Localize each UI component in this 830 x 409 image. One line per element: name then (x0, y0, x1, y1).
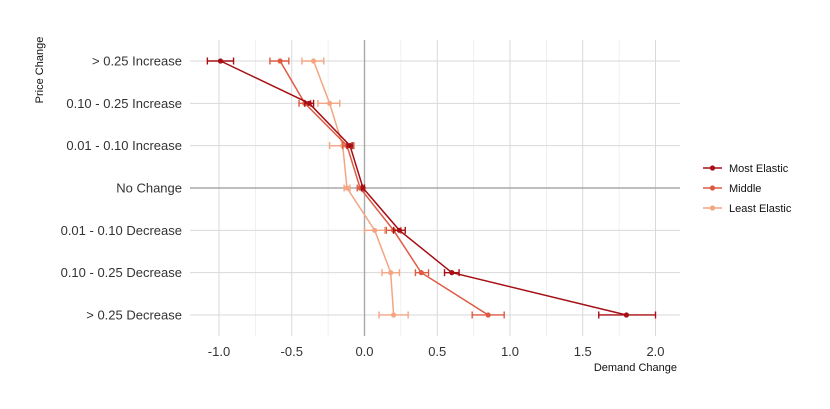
y-axis-title: Price Change (34, 37, 46, 104)
legend: Most Elastic Middle Least Elastic (703, 163, 792, 215)
y-tick-label: 0.10 - 0.25 Increase (66, 96, 182, 111)
data-point (391, 312, 397, 318)
axis-labels: -1.0 -0.5 0.0 0.5 1.0 1.5 2.0 > 0.25 Increase 0.… (61, 54, 665, 360)
data-point (310, 58, 317, 64)
series-layer (206, 57, 657, 319)
x-tick-label: 1.5 (574, 344, 592, 359)
x-tick-label: 0.5 (428, 344, 446, 359)
x-axis-title: Demand Change (594, 362, 677, 374)
y-tick-label: > 0.25 Decrease (86, 307, 182, 322)
series-least-elastic (301, 57, 409, 319)
series-most-elastic (206, 57, 657, 319)
data-point (388, 270, 394, 276)
x-tick-label: -0.5 (281, 344, 303, 359)
x-tick-label: 1.0 (501, 344, 519, 359)
legend-label: Least Elastic (729, 203, 792, 215)
data-point (372, 227, 378, 233)
data-point (396, 227, 403, 233)
y-tick-label: 0.01 - 0.10 Increase (66, 138, 182, 153)
legend-swatch-point (709, 185, 716, 191)
y-tick-label: 0.01 - 0.10 Decrease (61, 223, 182, 238)
data-point (485, 312, 491, 318)
data-point (623, 312, 630, 318)
data-point (347, 143, 353, 149)
x-tick-label: 2.0 (646, 344, 664, 359)
data-point (360, 185, 366, 191)
y-tick-label: No Change (116, 180, 182, 195)
data-point (326, 100, 333, 106)
data-point (418, 270, 424, 276)
reference-lines (190, 40, 680, 336)
legend-swatch-point (709, 165, 716, 171)
legend-swatch-point (709, 205, 716, 211)
y-tick-label: 0.10 - 0.25 Decrease (61, 265, 182, 280)
data-point (306, 100, 312, 106)
data-point (217, 58, 224, 64)
data-point (344, 185, 350, 191)
x-tick-label: 0.0 (355, 344, 373, 359)
data-point (277, 58, 283, 64)
x-tick-label: -1.0 (208, 344, 230, 359)
legend-label: Middle (729, 183, 761, 195)
legend-label: Most Elastic (729, 163, 789, 175)
data-point (449, 270, 455, 276)
y-tick-label: > 0.25 Increase (92, 54, 182, 69)
